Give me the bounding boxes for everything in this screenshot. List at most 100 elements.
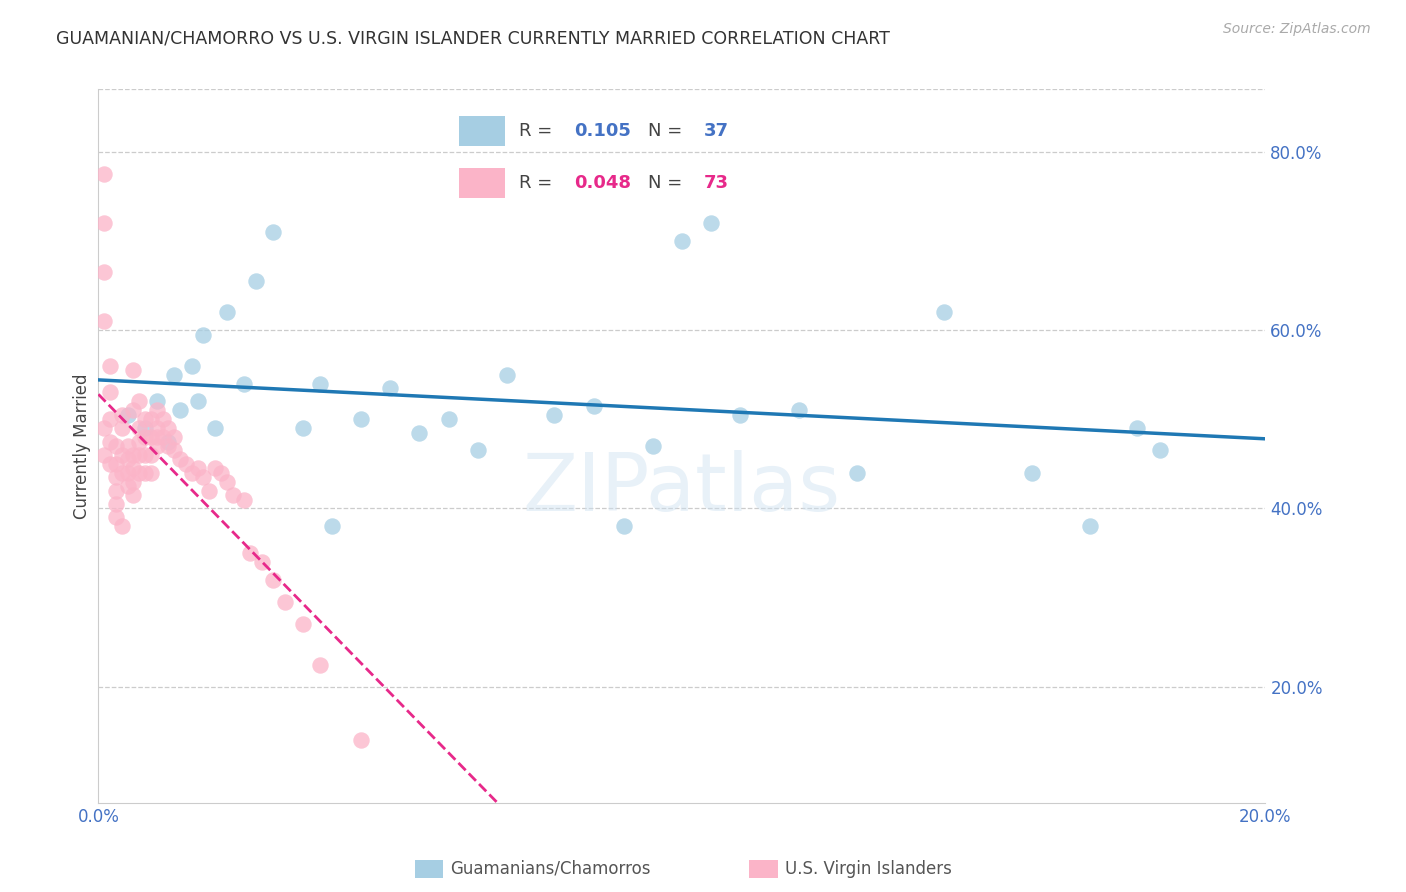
Point xyxy=(128,434,150,449)
Point xyxy=(146,439,169,453)
Point xyxy=(728,408,751,422)
Point xyxy=(98,434,121,449)
Point xyxy=(128,394,150,409)
Point xyxy=(157,434,180,449)
Point xyxy=(215,305,238,319)
Point xyxy=(128,448,150,462)
Point xyxy=(122,448,145,462)
Point xyxy=(93,265,115,279)
Text: Guamanians/Chamorros: Guamanians/Chamorros xyxy=(450,860,651,878)
Point xyxy=(641,439,664,453)
Point xyxy=(163,430,186,444)
Point xyxy=(122,461,145,475)
Point xyxy=(187,461,209,475)
Point xyxy=(104,457,127,471)
Point xyxy=(134,430,156,444)
Point xyxy=(117,439,139,453)
Point xyxy=(350,733,373,747)
Point xyxy=(262,573,284,587)
Point xyxy=(146,403,169,417)
Text: GUAMANIAN/CHAMORRO VS U.S. VIRGIN ISLANDER CURRENTLY MARRIED CORRELATION CHART: GUAMANIAN/CHAMORRO VS U.S. VIRGIN ISLAND… xyxy=(56,29,890,47)
Point xyxy=(104,510,127,524)
Point xyxy=(467,443,489,458)
Point xyxy=(128,466,150,480)
Point xyxy=(93,167,115,181)
Point xyxy=(134,412,156,426)
Point xyxy=(152,430,174,444)
Point xyxy=(128,421,150,435)
Point xyxy=(117,466,139,480)
Point xyxy=(104,497,127,511)
Point xyxy=(309,376,332,391)
Point xyxy=(111,408,134,422)
Point xyxy=(193,470,215,484)
Point xyxy=(117,479,139,493)
Point xyxy=(612,519,634,533)
Point xyxy=(543,408,565,422)
Point xyxy=(104,470,127,484)
Point xyxy=(309,657,332,672)
Point xyxy=(139,430,162,444)
Point xyxy=(1149,443,1171,458)
Point xyxy=(209,466,232,480)
Point xyxy=(193,327,215,342)
Point xyxy=(495,368,517,382)
Point xyxy=(787,403,810,417)
Point xyxy=(233,492,256,507)
Point xyxy=(139,448,162,462)
Point xyxy=(845,466,868,480)
Point xyxy=(204,461,226,475)
Point xyxy=(134,448,156,462)
Point xyxy=(157,421,180,435)
Point xyxy=(134,421,156,435)
Point xyxy=(250,555,273,569)
Y-axis label: Currently Married: Currently Married xyxy=(73,373,91,519)
Point xyxy=(98,412,121,426)
Point xyxy=(1080,519,1102,533)
Point xyxy=(239,546,262,560)
Point xyxy=(169,452,191,467)
Point xyxy=(146,394,169,409)
Point xyxy=(378,381,402,395)
Point xyxy=(274,595,297,609)
Point xyxy=(111,448,134,462)
Point xyxy=(146,421,169,435)
Point xyxy=(350,412,373,426)
Point xyxy=(174,457,197,471)
Point xyxy=(180,466,202,480)
Point xyxy=(98,359,121,373)
Point xyxy=(122,475,145,489)
Point xyxy=(134,466,156,480)
Point xyxy=(204,421,226,435)
Point xyxy=(180,359,202,373)
Point xyxy=(408,425,430,440)
Point xyxy=(111,421,134,435)
Point xyxy=(233,376,256,391)
Point xyxy=(169,403,191,417)
Point xyxy=(262,225,284,239)
Point xyxy=(139,412,162,426)
Point xyxy=(93,448,115,462)
Point xyxy=(198,483,221,498)
Point xyxy=(1126,421,1149,435)
Point xyxy=(700,216,723,230)
Point xyxy=(291,421,314,435)
Point xyxy=(152,412,174,426)
Point xyxy=(93,421,115,435)
Point xyxy=(671,234,693,248)
Point xyxy=(98,385,121,400)
Point xyxy=(321,519,343,533)
Point xyxy=(583,399,606,413)
Point xyxy=(139,466,162,480)
Point xyxy=(122,363,145,377)
Point xyxy=(111,519,134,533)
Point xyxy=(98,457,121,471)
Point xyxy=(93,216,115,230)
Point xyxy=(122,488,145,502)
Point xyxy=(221,488,243,502)
Point xyxy=(934,305,956,319)
Point xyxy=(111,466,134,480)
Point xyxy=(163,443,186,458)
Point xyxy=(245,274,267,288)
Point xyxy=(117,408,139,422)
